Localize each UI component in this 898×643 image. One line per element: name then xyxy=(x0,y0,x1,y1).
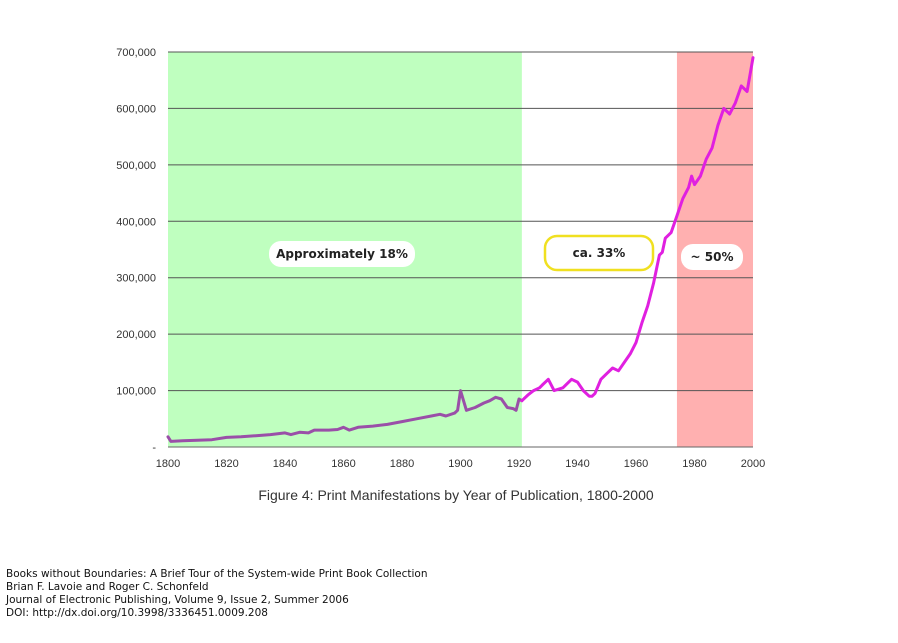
x-tick-label: 1940 xyxy=(565,458,589,470)
x-tick-label: 1900 xyxy=(448,458,472,470)
region-label-1: ca. 33% xyxy=(573,246,626,260)
citation-journal: Journal of Electronic Publishing, Volume… xyxy=(6,594,349,606)
y-tick-label: 400,000 xyxy=(116,216,156,228)
y-tick-label: 700,000 xyxy=(116,47,156,59)
x-tick-label: 1980 xyxy=(682,458,706,470)
x-tick-label: 1800 xyxy=(156,458,180,470)
region-label-box-1 xyxy=(543,234,655,272)
x-tick-label: 1880 xyxy=(390,458,414,470)
print-manifestations-chart: - 100,000 200,000 300,000 400,000 500,000 600,… xyxy=(116,47,765,470)
region-label-box-2 xyxy=(681,244,743,270)
y-tick-label: 100,000 xyxy=(116,386,156,398)
y-tick-label: - xyxy=(152,442,156,454)
x-tick-label: 2000 xyxy=(741,458,765,470)
series-line-0 xyxy=(166,389,524,443)
figure-caption: Figure 4: Print Manifestations by Year o… xyxy=(258,487,654,503)
y-tick-label: 600,000 xyxy=(116,103,156,115)
region-label-0: Approximately 18% xyxy=(276,247,408,261)
x-tick-label: 1920 xyxy=(507,458,531,470)
citation-doi: DOI: http://dx.doi.org/10.3998/3336451.0… xyxy=(6,607,268,619)
citation-block: Books without Boundaries: A Brief Tour o… xyxy=(6,568,427,620)
citation-authors: Brian F. Lavoie and Roger C. Schonfeld xyxy=(6,581,209,593)
region-labels: Approximately 18% ca. 33% ~ 50% xyxy=(269,234,743,272)
citation-title: Books without Boundaries: A Brief Tour o… xyxy=(6,568,428,580)
series-line-1 xyxy=(520,56,755,403)
x-tick-label: 1840 xyxy=(273,458,297,470)
x-tick-label: 1820 xyxy=(214,458,238,470)
data-lines xyxy=(166,56,755,443)
y-tick-label: 300,000 xyxy=(116,273,156,285)
region-label-box-0 xyxy=(269,241,415,267)
region-label-2: ~ 50% xyxy=(691,250,734,264)
y-tick-label: 500,000 xyxy=(116,160,156,172)
x-axis-ticks: 1800 1820 1840 1860 1880 1900 1920 1940 1960 1980… xyxy=(156,458,765,470)
y-axis-ticks: - 100,000 200,000 300,000 400,000 500,000 600,… xyxy=(116,47,156,454)
x-tick-label: 1960 xyxy=(624,458,648,470)
y-tick-label: 200,000 xyxy=(116,329,156,341)
period-regions xyxy=(168,52,753,447)
x-tick-label: 1860 xyxy=(331,458,355,470)
